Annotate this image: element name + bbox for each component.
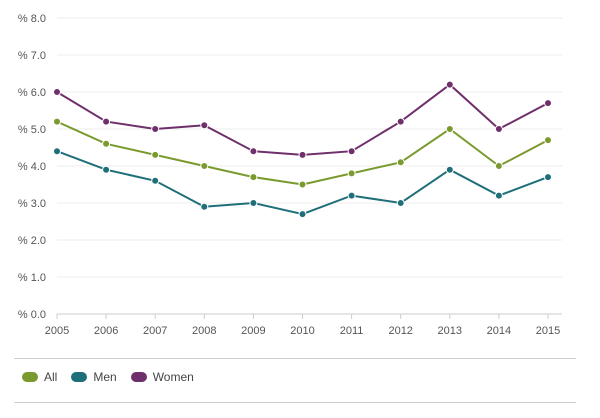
data-point-men[interactable] bbox=[347, 191, 356, 200]
data-point-women[interactable] bbox=[102, 117, 111, 126]
legend-label-women: Women bbox=[152, 370, 194, 384]
x-tick-label: 2013 bbox=[438, 325, 462, 337]
x-tick-label: 2005 bbox=[45, 325, 69, 337]
y-tick-label: % 3.0 bbox=[18, 198, 46, 210]
data-point-men[interactable] bbox=[396, 199, 405, 207]
data-point-all[interactable] bbox=[298, 180, 307, 189]
data-point-all[interactable] bbox=[445, 125, 454, 133]
data-point-women[interactable] bbox=[151, 125, 160, 133]
data-point-women[interactable] bbox=[249, 147, 258, 156]
y-tick-label: % 1.0 bbox=[18, 272, 46, 284]
data-point-men[interactable] bbox=[298, 210, 307, 219]
x-tick-label: 2009 bbox=[241, 325, 265, 337]
y-tick-label: % 6.0 bbox=[18, 87, 46, 99]
y-tick-label: % 2.0 bbox=[18, 235, 46, 247]
data-point-men[interactable] bbox=[53, 147, 61, 156]
x-tick-label: 2015 bbox=[536, 325, 560, 337]
legend-swatch-women bbox=[130, 372, 147, 382]
data-point-all[interactable] bbox=[544, 136, 552, 145]
legend-item-women[interactable]: Women bbox=[130, 370, 194, 384]
data-point-all[interactable] bbox=[151, 150, 160, 159]
line-chart: % 0.0 % 1.0 % 2.0 % 3.0 % 4.0 % 5.0 % 6.0 % 7.0… bbox=[18, 13, 562, 337]
legend-label-all: All bbox=[44, 370, 58, 384]
legend-item-men[interactable]: Men bbox=[71, 370, 117, 384]
legend-item-all[interactable]: All bbox=[22, 370, 57, 384]
y-tick-label: % 4.0 bbox=[18, 161, 46, 173]
y-tick-label: % 5.0 bbox=[18, 124, 46, 136]
data-point-men[interactable] bbox=[151, 176, 160, 185]
data-point-men[interactable] bbox=[200, 202, 209, 211]
data-point-women[interactable] bbox=[53, 88, 61, 96]
data-point-women[interactable] bbox=[544, 99, 552, 108]
x-tick-label: 2011 bbox=[340, 325, 364, 337]
legend-label-men: Men bbox=[93, 370, 117, 384]
legend: All Men Women bbox=[22, 370, 194, 384]
data-point-all[interactable] bbox=[494, 162, 503, 170]
y-tick-label: % 8.0 bbox=[18, 13, 46, 25]
data-point-women[interactable] bbox=[200, 121, 209, 130]
legend-swatch-all bbox=[22, 372, 38, 382]
data-point-all[interactable] bbox=[102, 139, 111, 148]
data-point-women[interactable] bbox=[298, 150, 307, 159]
x-tick-label: 2012 bbox=[388, 325, 412, 337]
series-line-women bbox=[56, 83, 549, 156]
x-tick-label: 2008 bbox=[192, 325, 216, 337]
data-point-men[interactable] bbox=[494, 191, 503, 200]
data-point-men[interactable] bbox=[445, 165, 454, 174]
legend-bottom-divider bbox=[14, 402, 576, 403]
x-tick-label: 2007 bbox=[143, 325, 167, 337]
x-tick-label: 2010 bbox=[290, 325, 314, 337]
data-point-men[interactable] bbox=[544, 173, 552, 182]
x-tick-label: 2014 bbox=[487, 325, 511, 337]
data-point-all[interactable] bbox=[249, 173, 258, 182]
y-tick-label: % 7.0 bbox=[18, 50, 46, 62]
data-point-women[interactable] bbox=[494, 125, 503, 133]
data-point-men[interactable] bbox=[249, 199, 258, 207]
legend-swatch-men bbox=[71, 372, 88, 382]
data-point-women[interactable] bbox=[445, 80, 454, 89]
y-tick-label: % 0.0 bbox=[18, 309, 46, 321]
data-point-men[interactable] bbox=[102, 165, 111, 174]
data-point-all[interactable] bbox=[396, 158, 405, 167]
data-point-women[interactable] bbox=[396, 117, 405, 126]
grid-lines bbox=[57, 17, 562, 315]
data-point-women[interactable] bbox=[347, 147, 356, 156]
data-point-all[interactable] bbox=[200, 162, 209, 170]
legend-top-divider bbox=[14, 358, 576, 359]
series-lines bbox=[53, 80, 552, 219]
data-point-all[interactable] bbox=[347, 169, 356, 178]
x-tick-label: 2006 bbox=[94, 325, 118, 337]
data-point-all[interactable] bbox=[53, 117, 61, 126]
x-axis-tick-labels: 2005 2006 2007 2008 2009 2010 2011 2012 2013 2014… bbox=[45, 314, 560, 337]
y-axis-tick-labels: % 0.0 % 1.0 % 2.0 % 3.0 % 4.0 % 5.0 % 6.0 % 7.0… bbox=[18, 13, 46, 321]
